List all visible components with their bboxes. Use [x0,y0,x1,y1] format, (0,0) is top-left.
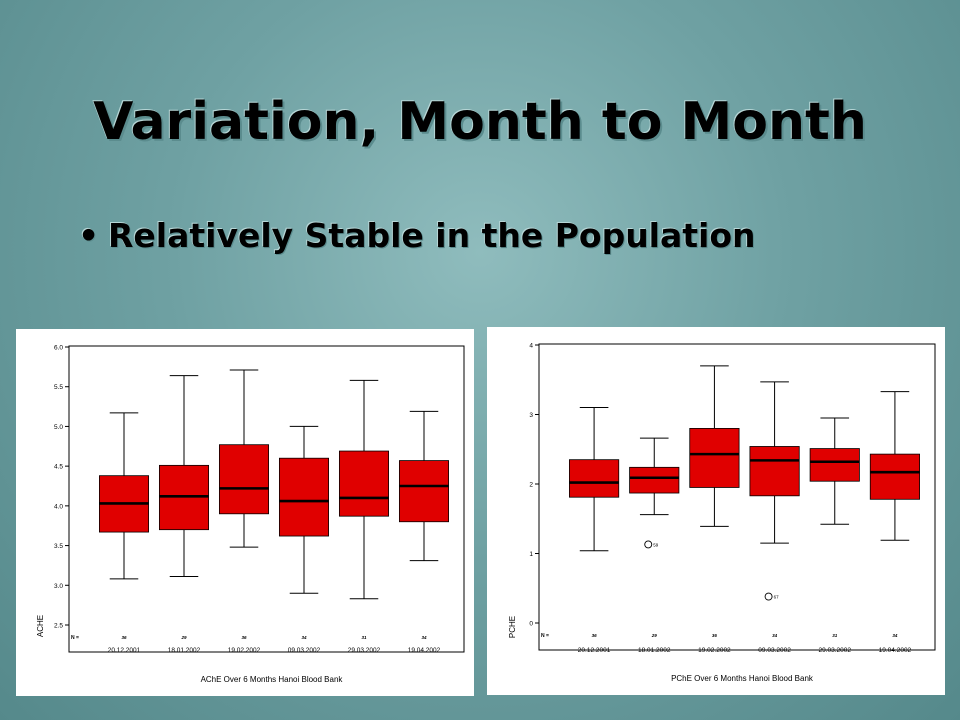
ache-chart-panel: 2.5 3.0 3.5 4.0 4.5 5.0 5.5 6.0 ACHE N = 36 20.12.2… [16,329,474,696]
plot-frame [538,343,936,651]
y-tick-label: 0 [529,621,533,628]
box [629,466,680,494]
y-tick-label: 3 [529,412,533,419]
x-tick-label: 19.04.2002 [408,647,441,654]
n-value: 29 [651,633,658,638]
y-tick-label: 2 [529,482,533,489]
box [749,446,800,497]
bullet-text: Relatively Stable in the Population [108,216,756,255]
n-value: 36 [121,635,127,640]
box [809,448,860,482]
outlier-point [764,592,773,601]
y-tick-label: 5.5 [54,384,63,391]
n-value: 36 [241,635,247,640]
y-tick-label: 5.0 [54,424,63,431]
n-label: N = [71,635,79,641]
plot-frame [68,345,465,653]
box [338,450,389,517]
x-tick-label: 29.03.2002 [818,647,851,654]
x-tick-label: 18.01.2002 [638,647,671,654]
box [689,428,740,488]
y-axis-label: ACHE [36,615,45,637]
bullet-icon: • [78,216,100,255]
n-value: 34 [772,633,778,638]
x-tick-label: 19.02.2002 [228,647,261,654]
n-value: 34 [301,635,307,640]
y-tick-label: 4.5 [54,464,63,471]
bullet-item: • Relatively Stable in the Population [78,216,898,255]
y-tick-label: 3.5 [54,543,63,550]
y-tick-label: 6.0 [54,345,63,352]
chart-title: PChE Over 6 Months Hanoi Blood Bank [671,674,814,683]
box [278,457,329,537]
ache-boxplot: 2.5 3.0 3.5 4.0 4.5 5.0 5.5 6.0 ACHE N = 36 20.12.2… [36,345,465,684]
x-tick-label: 20.12.2001 [578,647,611,654]
y-tick-label: 1 [529,551,533,558]
outlier-label: 59 [653,542,659,547]
slide-title: Variation, Month to Month [93,92,867,152]
x-tick-label: 18.01.2002 [168,647,201,654]
pche-chart-panel: 0 1 2 3 4 PCHE N = 36 20.12.2001 29 18.01.2002 36 19… [487,327,945,695]
box [569,459,620,498]
outlier-label: 67 [774,595,780,600]
n-label: N = [541,633,549,639]
y-tick-label: 4.0 [54,503,63,510]
x-tick-label: 29.03.2002 [348,647,381,654]
x-tick-label: 09.03.2002 [758,647,791,654]
n-value: 34 [421,635,427,640]
n-value: 31 [832,633,838,638]
outlier-point [644,540,653,549]
n-value: 29 [180,635,187,640]
y-axis-label: PCHE [508,616,517,638]
n-value: 36 [592,633,598,638]
n-value: 31 [361,635,367,640]
box [398,460,449,523]
y-tick-label: 3.0 [54,583,63,590]
box [869,453,920,500]
n-value: 36 [712,633,718,638]
x-tick-label: 09.03.2002 [288,647,321,654]
x-tick-label: 20.12.2001 [108,647,141,654]
box [218,444,269,515]
chart-title: AChE Over 6 Months Hanoi Blood Bank [201,675,344,684]
x-tick-label: 19.04.2002 [879,647,912,654]
x-tick-label: 19.02.2002 [698,647,731,654]
y-tick-label: 4 [529,343,533,350]
n-value: 34 [892,633,898,638]
y-tick-label: 2.5 [54,623,63,630]
